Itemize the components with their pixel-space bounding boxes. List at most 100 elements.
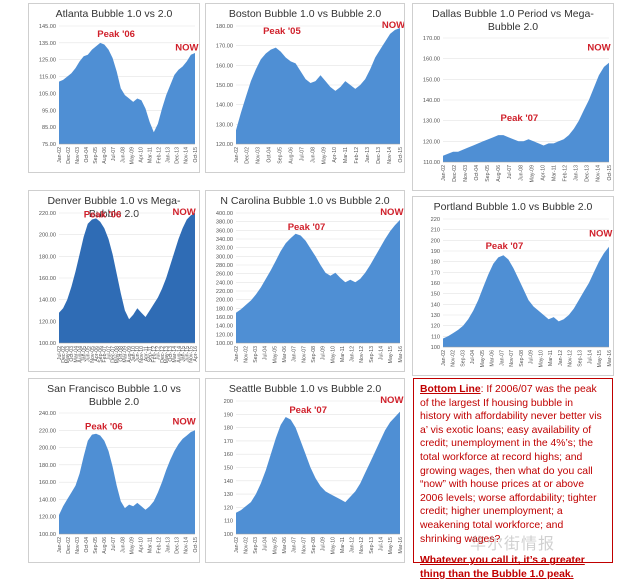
- bottom-line-note: Bottom Line: If 2006/07 was the peak of …: [413, 378, 613, 580]
- x-tick-label: May-03: [65, 346, 71, 363]
- y-tick-label: 170: [431, 270, 440, 276]
- note-paragraph: Bottom Line: If 2006/07 was the peak of …: [420, 383, 606, 546]
- series-area: [59, 213, 195, 343]
- x-tick-label: Jan-15: [180, 346, 186, 362]
- x-tick-label: May-15: [597, 350, 603, 367]
- y-tick-label: 200.00: [216, 298, 233, 304]
- x-tick-label: Jul-09: [321, 346, 327, 360]
- x-tick-label: Jan-05: [82, 346, 88, 362]
- x-tick-label: Nov-14: [387, 147, 393, 164]
- y-tick-label: 200.00: [39, 233, 56, 239]
- x-tick-label: Apr-16: [193, 346, 199, 362]
- x-tick-label: Jan-13: [574, 165, 580, 181]
- x-tick-label: Sep-03: [460, 350, 466, 367]
- x-tick-label: Jul-07: [507, 165, 513, 179]
- chart-title: Atlanta Bubble 1.0 vs 2.0: [55, 8, 173, 20]
- x-tick-label: Jan-02: [57, 147, 63, 163]
- y-tick-label: 180.00: [216, 306, 233, 312]
- x-tick-label: Oct-03: [69, 346, 75, 362]
- x-tick-label: Dec-02: [66, 147, 72, 164]
- y-tick-label: 130.00: [423, 119, 440, 125]
- x-tick-label: Nov-14: [184, 537, 190, 554]
- y-tick-label: 160: [431, 281, 440, 287]
- x-tick-label: Nov-03: [75, 147, 81, 164]
- y-tick-label: 180: [224, 426, 233, 432]
- y-tick-label: 120.00: [39, 319, 56, 325]
- x-tick-label: Sep-05: [93, 537, 99, 554]
- x-tick-label: Jan-12: [350, 346, 356, 362]
- x-tick-label: Jul-14: [379, 346, 385, 360]
- x-tick-label: Mar-06: [282, 346, 288, 363]
- chart-panel: Dallas Bubble 1.0 Period vs Mega-Bubble …: [412, 3, 614, 191]
- x-tick-label: May-13: [164, 346, 170, 363]
- x-tick-label: Feb-12: [157, 147, 163, 164]
- area-chart: 100 110 120 130 140 150 160 170 180 190 200 210 220 J…: [431, 217, 613, 367]
- peak-label: NOW: [587, 43, 610, 54]
- y-tick-label: 220.00: [216, 289, 233, 295]
- y-tick-label: 160.00: [216, 315, 233, 321]
- x-tick-label: May-05: [272, 537, 278, 554]
- x-tick-label: Nov-10: [139, 346, 145, 363]
- x-tick-label: May-10: [330, 537, 336, 554]
- x-tick-label: Feb-12: [354, 147, 360, 164]
- x-tick-label: Aug-04: [77, 346, 83, 363]
- x-tick-label: Nov-02: [243, 346, 249, 363]
- x-tick-label: Nov-05: [90, 346, 96, 363]
- peak-label: Peak '07: [486, 241, 524, 252]
- x-tick-label: Jul-14: [379, 537, 385, 551]
- note-heading: Bottom Line: [420, 384, 481, 395]
- x-tick-label: Jan-12: [558, 350, 564, 366]
- x-tick-label: Sep-03: [253, 346, 259, 363]
- x-tick-label: Dec-13: [175, 147, 181, 164]
- y-tick-label: 360.00: [216, 228, 233, 234]
- x-tick-label: Mar-16: [398, 346, 404, 363]
- series-area: [236, 411, 400, 534]
- x-tick-label: Oct-04: [474, 165, 480, 181]
- x-tick-label: Jul-02: [57, 346, 63, 360]
- x-tick-label: Oct-13: [168, 346, 174, 362]
- watermark: 华尔街情报: [470, 534, 556, 553]
- chart-title: San Francisco Bubble 1.0 vs Bubble 2.0: [47, 383, 181, 408]
- y-tick-label: 200: [224, 399, 233, 405]
- peak-label: Peak '07: [501, 113, 539, 124]
- y-tick-label: 110: [224, 519, 233, 525]
- y-tick-label: 160.00: [39, 480, 56, 486]
- x-tick-label: Nov-02: [243, 537, 249, 554]
- peak-label: NOW: [382, 20, 405, 31]
- x-tick-label: Dec-02: [66, 537, 72, 554]
- peak-label: Peak '07: [288, 222, 326, 233]
- y-tick-label: 240.00: [39, 411, 56, 417]
- x-tick-label: Jul-04: [263, 537, 269, 551]
- x-tick-label: May-08: [114, 346, 120, 363]
- y-tick-label: 180: [431, 260, 440, 266]
- x-tick-label: Dec-07: [110, 346, 116, 363]
- x-tick-label: Mar-11: [147, 537, 153, 553]
- x-tick-label: Jul-04: [470, 350, 476, 364]
- y-tick-label: 130: [431, 313, 440, 319]
- x-tick-label: Nov-12: [359, 346, 365, 363]
- y-tick-label: 170.00: [423, 36, 440, 42]
- y-tick-label: 120: [431, 324, 440, 330]
- y-tick-label: 190: [431, 249, 440, 255]
- x-tick-label: Nov-02: [451, 350, 457, 367]
- x-tick-label: Jun-10: [135, 346, 141, 362]
- x-tick-label: Jul-04: [263, 346, 269, 360]
- x-tick-label: Nov-12: [568, 350, 574, 367]
- chart-panel: Portland Bubble 1.0 vs Bubble 2.0 100 110 1…: [412, 196, 614, 376]
- x-tick-label: Jan-07: [292, 346, 298, 362]
- x-tick-label: Mar-06: [490, 350, 496, 367]
- note-conclusion: Whatever you call it, it’s a greater thi…: [420, 555, 585, 580]
- x-tick-label: Aug-06: [102, 537, 108, 554]
- chart-title: Seattle Bubble 1.0 vs Bubble 2.0: [228, 383, 382, 395]
- y-tick-label: 190: [224, 412, 233, 418]
- x-tick-label: Sep-13: [369, 346, 375, 363]
- x-tick-label: Sep-05: [485, 165, 491, 182]
- x-tick-label: Jul-09: [321, 537, 327, 551]
- y-tick-label: 145.00: [39, 24, 56, 30]
- x-tick-label: Nov-07: [301, 537, 307, 554]
- y-tick-label: 100.00: [39, 341, 56, 347]
- x-tick-label: May-09: [529, 165, 535, 182]
- x-tick-label: Oct-15: [193, 147, 199, 163]
- x-tick-label: Jun-08: [120, 147, 126, 163]
